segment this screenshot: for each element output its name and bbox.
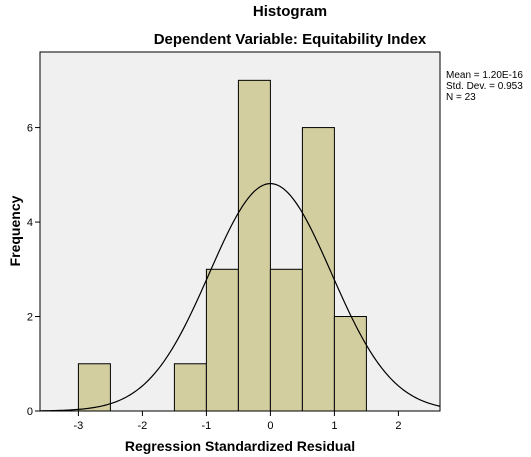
histogram-bar xyxy=(205,268,239,412)
y-tick-label: 6 xyxy=(27,123,33,135)
histogram-bar xyxy=(77,363,111,412)
x-axis-title: Regression Standardized Residual xyxy=(125,438,355,454)
x-tick-label: 1 xyxy=(331,420,337,432)
x-tick-label: -2 xyxy=(138,420,148,432)
stats-n: N = 23 xyxy=(446,92,476,103)
x-tick-label: 2 xyxy=(395,420,401,432)
y-axis-title: Frequency xyxy=(7,195,23,266)
normal-curve xyxy=(39,182,441,412)
histogram-bar xyxy=(237,79,271,412)
histogram-bar xyxy=(269,268,303,412)
chart-subtitle: Dependent Variable: Equitability Index xyxy=(154,31,427,48)
histogram-bar xyxy=(173,363,207,412)
y-tick-label: 2 xyxy=(27,312,33,324)
x-tick-label: -3 xyxy=(74,420,84,432)
histogram-bar xyxy=(333,316,367,412)
x-tick-label: -1 xyxy=(202,420,212,432)
chart-title: Histogram xyxy=(253,3,327,20)
x-tick-label: 0 xyxy=(267,420,273,432)
y-tick-label: 4 xyxy=(27,217,33,229)
stats-mean: Mean = 1.20E-16 xyxy=(446,70,523,81)
stats-std-dev: Std. Dev. = 0.953 xyxy=(446,81,523,92)
y-tick-label: 0 xyxy=(27,406,33,418)
